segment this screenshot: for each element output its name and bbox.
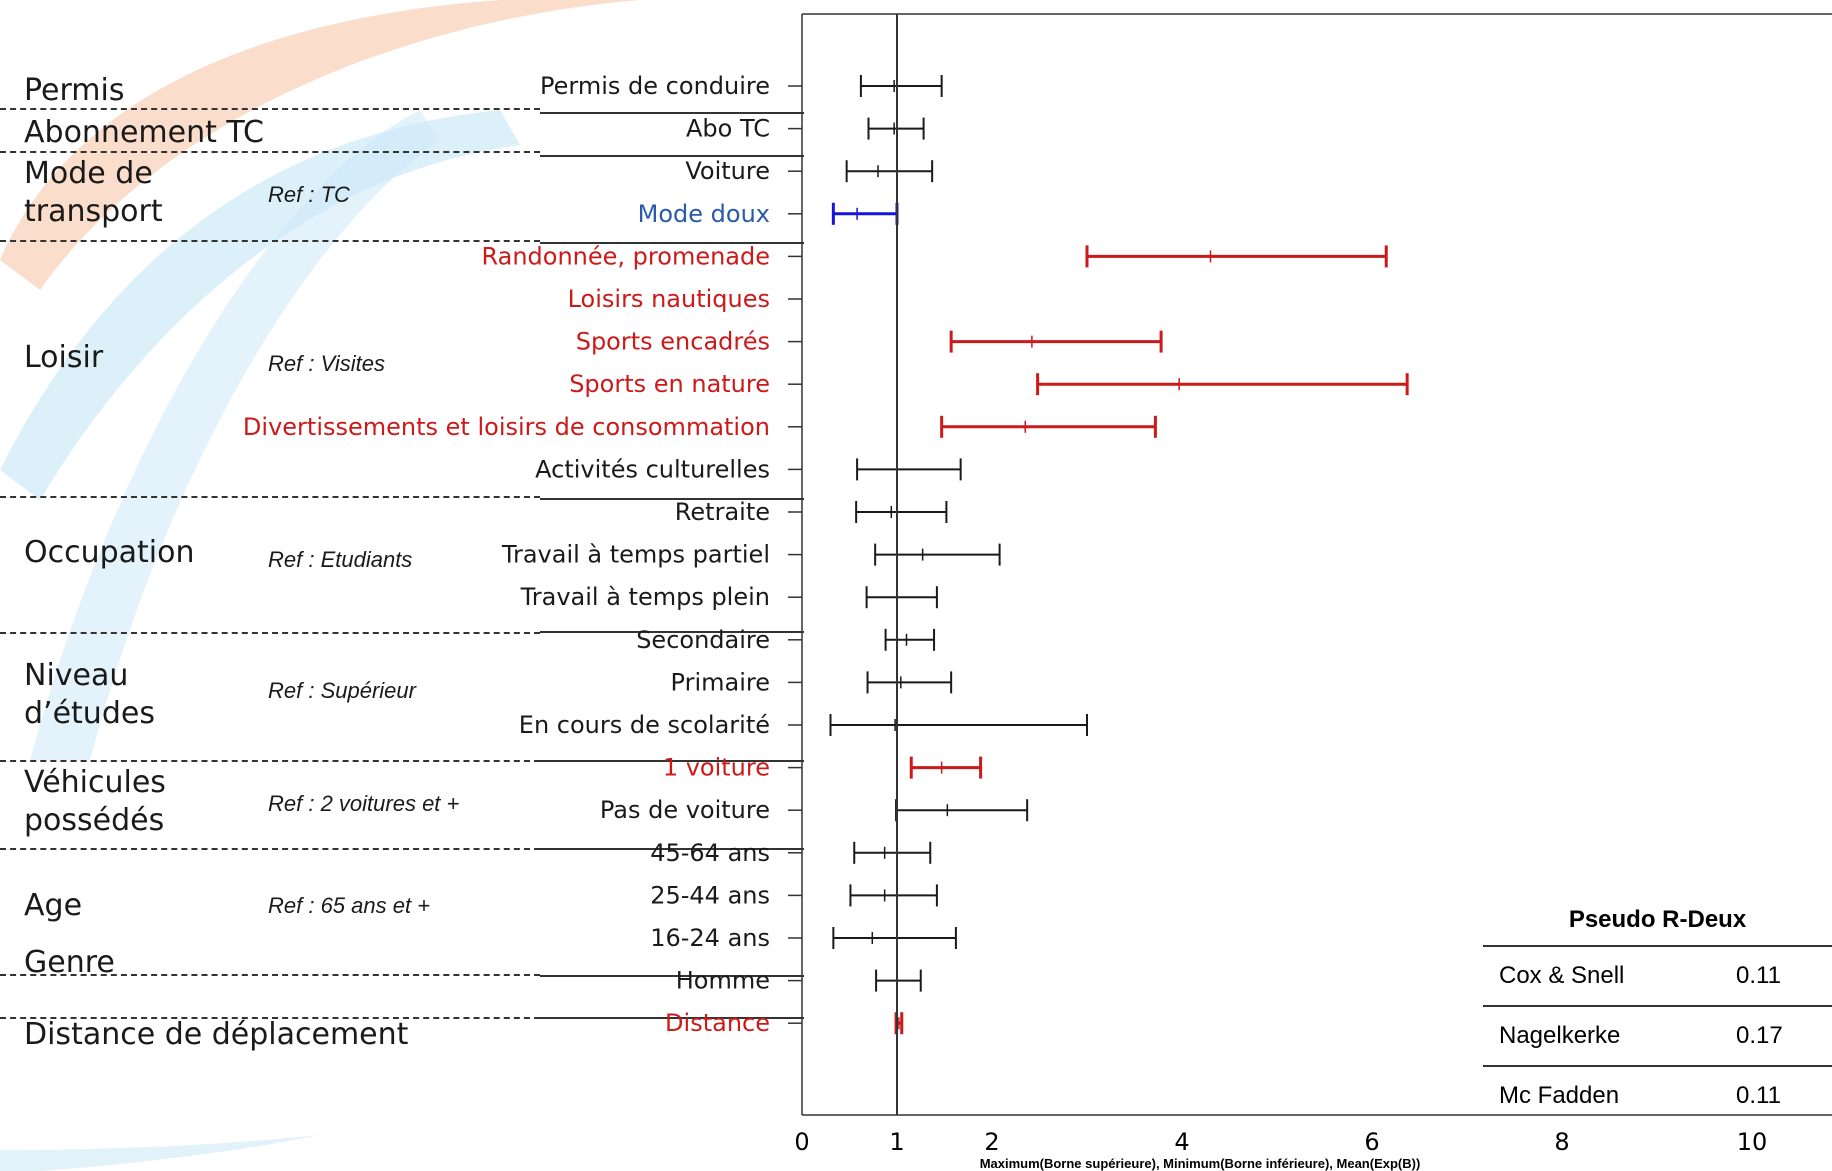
row-label: Sports en nature [569,370,770,398]
group-label-age: Age [24,888,83,923]
group-label-vehicules: Véhicules possédés [24,765,166,838]
ref-label-age: Ref : 65 ans et + [268,893,431,918]
blue-swoosh-bottom [0,1135,320,1171]
row-label: Mode doux [638,200,770,228]
row-label: Secondaire [636,626,770,654]
group-separator-solid [540,112,804,114]
row-label: Activités culturelles [535,455,770,483]
group-separator-solid [540,1017,804,1019]
pseudo-r2-value: 0.11 [1726,945,1832,1006]
group-separator [0,240,540,242]
group-label-occupation: Occupation [24,535,195,570]
x-tick-label: 2 [984,1128,999,1156]
group-separator [0,974,540,976]
chart-rows: Permis de conduire Abo TC Voiture Mode doux… [243,72,1409,1037]
row-label: En cours de scolarité [519,711,770,739]
pseudo-r2-name: Nagelkerke [1483,1005,1726,1066]
x-axis-ticks: 0 1 2 4 6 8 10 [794,1128,1767,1156]
pseudo-r2-name: Cox & Snell [1483,945,1726,1006]
group-separator-solid [540,760,804,762]
pseudo-r2-value: 0.17 [1726,1005,1832,1066]
row-label: 45-64 ans [650,839,770,867]
row-label: Homme [676,967,770,995]
row-label: 1 voiture [663,754,770,782]
row-label: Travail à temps partiel [501,541,770,569]
pseudo-r2-grid: Cox & Snell 0.11 Nagelkerke 0.17 Mc Fadd… [1483,945,1832,1125]
group-label-mode-transport: Mode de transport [24,156,163,229]
row-label: Abo TC [686,115,770,143]
table-row: Nagelkerke 0.17 [1483,1005,1832,1066]
pseudo-r2-title: Pseudo R-Deux [1568,906,1747,933]
group-separator [0,151,540,153]
x-tick-label: 10 [1737,1128,1768,1156]
ref-label-mode-transport: Ref : TC [268,182,350,207]
group-separator [0,760,540,762]
table-row: Cox & Snell 0.11 [1483,945,1832,1006]
x-tick-label: 0 [794,1128,809,1156]
ref-label-loisir: Ref : Visites [268,351,385,376]
group-label-niveau-etudes: Niveau d’études [24,658,155,731]
row-label: Retraite [675,498,770,526]
group-label-distance: Distance de déplacement [24,1017,409,1052]
table-row: Mc Fadden 0.11 [1483,1065,1832,1125]
row-label: Voiture [685,157,770,185]
x-tick-label: 4 [1174,1128,1189,1156]
pseudo-r2-table: Pseudo R-Deux Cox & Snell 0.11 Nagelkerk… [1483,895,1832,1125]
row-label: Divertissements et loisirs de consommati… [243,413,770,441]
ref-label-niveau-etudes: Ref : Supérieur [268,678,416,703]
orange-swoosh [0,0,640,290]
group-separator-solid [540,498,804,500]
pseudo-r2-name: Mc Fadden [1483,1065,1726,1125]
group-separator [0,496,540,498]
group-label-abonnement: Abonnement TC [24,115,264,150]
group-separator [0,1017,540,1019]
row-label: Randonnée, promenade [481,242,770,270]
ref-label-vehicules: Ref : 2 voitures et + [268,791,460,816]
x-axis-label: Maximum(Borne supérieure), Minimum(Borne… [980,1156,1421,1171]
group-separator [0,848,540,850]
row-label: Travail à temps plein [520,583,770,611]
group-separator [0,108,540,110]
group-label-loisir: Loisir [24,340,104,375]
group-separator-solid [540,155,804,157]
row-label: Permis de conduire [540,72,770,100]
row-label: Pas de voiture [600,796,770,824]
row-label: 16-24 ans [650,924,770,952]
row-label: Sports encadrés [576,328,770,356]
group-separator-solid [540,975,804,977]
blue-swoosh-middle [30,110,440,760]
row-label: 25-44 ans [650,881,770,909]
x-tick-label: 8 [1554,1128,1569,1156]
group-separator-solid [540,848,804,850]
group-separator-solid [540,631,804,633]
row-label: Primaire [671,668,770,696]
group-separator-solid [540,242,804,244]
group-label-permis: Permis [24,73,125,108]
row-label: Distance [665,1009,770,1037]
ref-label-occupation: Ref : Etudiants [268,547,413,572]
x-tick-label: 1 [889,1128,904,1156]
blue-swoosh-upper [0,110,520,500]
row-label: Loisirs nautiques [568,285,770,313]
x-tick-label: 6 [1364,1128,1379,1156]
group-separator [0,632,540,634]
pseudo-r2-value: 0.11 [1726,1065,1832,1125]
